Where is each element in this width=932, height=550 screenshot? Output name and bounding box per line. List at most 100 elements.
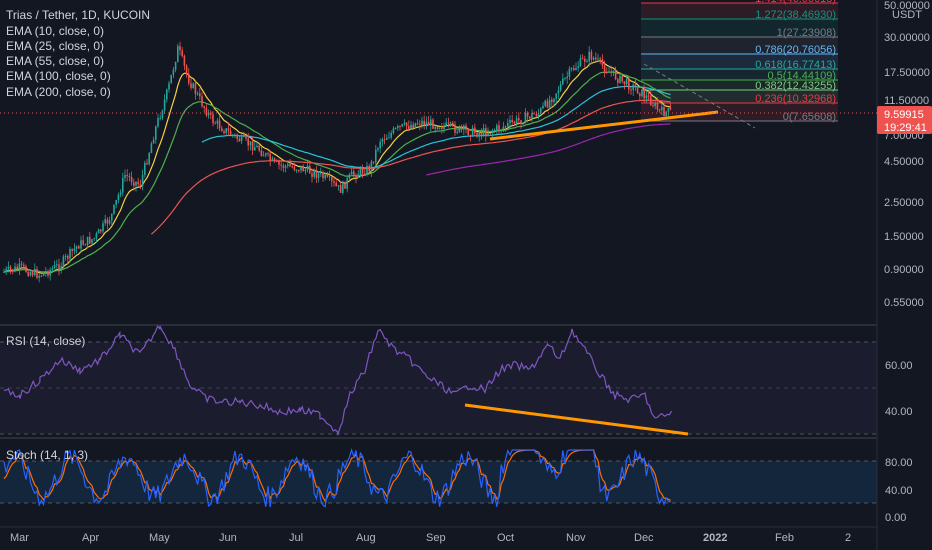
candle-body [273, 158, 276, 162]
candle-body [159, 118, 161, 120]
price-trendline[interactable] [489, 110, 719, 141]
candle-body [544, 100, 546, 106]
rsi-trendline[interactable] [464, 403, 689, 436]
candle-body [91, 239, 93, 244]
candle-body [192, 83, 194, 88]
candle-body [350, 171, 353, 175]
candle-body [603, 65, 606, 73]
candle-body [128, 176, 131, 178]
candle-body [306, 165, 309, 170]
candle-body [368, 165, 370, 172]
candle-body [236, 134, 238, 139]
candle-body [335, 182, 337, 187]
fib-band [641, 3, 838, 19]
candle-body [16, 266, 18, 270]
ema25-label: EMA (25, close, 0) [6, 39, 104, 53]
candle-body [69, 248, 71, 259]
candle-body [375, 149, 377, 163]
candle-body [194, 83, 197, 94]
candle-body [590, 51, 593, 60]
time-tick: Nov [566, 532, 586, 544]
candle-body [498, 125, 500, 131]
candle-body [568, 68, 571, 77]
candle-body [227, 128, 230, 131]
time-axis[interactable]: Mar Apr May Jun Jul Aug Sep Oct Nov Dec … [10, 532, 851, 544]
candle-body [419, 124, 421, 126]
candle-body [445, 122, 447, 126]
candle-body [232, 134, 234, 136]
candle-body [357, 174, 359, 178]
candle-body [315, 170, 318, 178]
candle-body [456, 131, 458, 133]
candle-body [403, 122, 406, 125]
candle-body [144, 162, 146, 175]
candle-body [559, 84, 562, 91]
candle-body [529, 116, 531, 119]
candle-body [614, 70, 617, 80]
rsi-line [3, 325, 673, 437]
ema100-line [151, 99, 671, 235]
candle-body [201, 96, 203, 107]
fib-retracement[interactable]: 1.414(46.06618) 1.272(38.46930) 1(27.23908… [641, 0, 838, 123]
price-tick: 30.00000 [884, 32, 930, 44]
candle-body [309, 165, 311, 174]
candle-body [240, 135, 243, 142]
candle-body [489, 132, 491, 134]
fib-level-label: 1.272(38.46930) [755, 9, 836, 21]
rsi-pane[interactable] [0, 341, 877, 435]
candle-body [665, 111, 667, 117]
candle-body [104, 219, 106, 224]
time-tick-year: 2022 [703, 532, 727, 544]
candle-body [526, 112, 529, 117]
fib-band [641, 19, 838, 37]
candle-body [49, 269, 51, 276]
candle-body [25, 266, 27, 272]
candle-body [295, 169, 298, 171]
price-tick: 17.50000 [884, 67, 930, 79]
candle-body [172, 69, 175, 75]
ema10-line [3, 60, 671, 274]
fib-band [641, 37, 838, 54]
candle-body [265, 153, 267, 156]
candle-body [124, 174, 126, 178]
candle-body [23, 264, 25, 267]
last-price: 9.59915 [884, 109, 924, 121]
candle-body [566, 76, 568, 79]
candle-body [280, 164, 282, 166]
candle-body [276, 161, 278, 163]
candle-body [183, 55, 186, 66]
candle-body [60, 266, 62, 271]
candle-body [366, 165, 368, 175]
candle-body [97, 229, 100, 234]
candle-body [254, 147, 256, 151]
candle-body [82, 240, 84, 245]
stoch-tick: 40.00 [885, 485, 913, 497]
candle-body [93, 238, 95, 240]
candle-body [608, 71, 610, 73]
price-axis[interactable]: 50.00000 USDT 30.00000 17.50000 11.50000… [884, 0, 930, 524]
candle-body [564, 78, 566, 80]
candle-body [518, 118, 520, 121]
candle-body [458, 126, 461, 132]
candle-body [86, 236, 89, 246]
ema25-line [3, 71, 671, 273]
candle-body [324, 174, 326, 179]
candle-body [113, 204, 115, 214]
candle-body [256, 145, 258, 148]
candle-body [370, 161, 373, 172]
candle-body [579, 58, 582, 67]
chart-title: Trias / Tether, 1D, KUCOIN [6, 8, 150, 22]
currency-label: USDT [892, 9, 922, 21]
candle-body [302, 166, 304, 172]
candle-body [181, 50, 183, 56]
candle-body [612, 70, 615, 73]
candle-body [496, 125, 498, 131]
candle-body [535, 114, 538, 117]
candle-body [353, 171, 355, 175]
candle-body [507, 122, 509, 127]
candle-body [287, 164, 289, 166]
candle-body [652, 105, 654, 107]
candle-body [333, 181, 335, 183]
fib-diagonal[interactable] [643, 63, 756, 129]
